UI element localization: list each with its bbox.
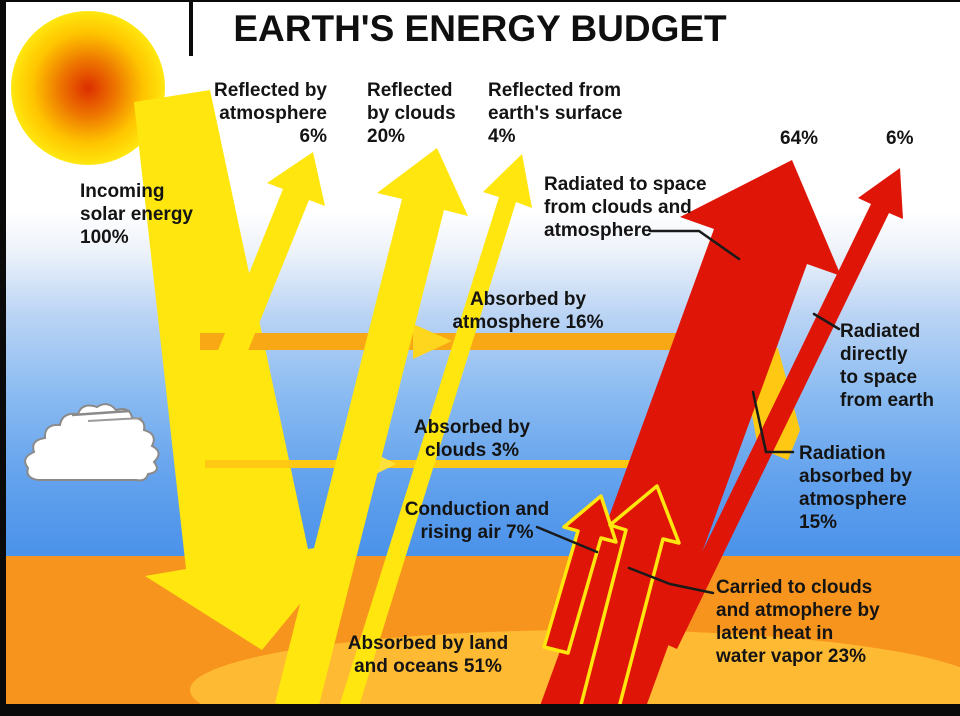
cloud-anvil-streak bbox=[71, 409, 131, 417]
label-line: latent heat in bbox=[716, 623, 834, 644]
label-line: atmosphere bbox=[544, 220, 652, 241]
label-line: 6% bbox=[886, 128, 914, 149]
label-latent-heat: Carried to clouds and atmophere by laten… bbox=[716, 576, 880, 668]
label-line: 64% bbox=[780, 128, 819, 149]
label-line: from earth bbox=[840, 390, 934, 411]
label-line: 15% bbox=[799, 512, 838, 533]
label-line: Incoming bbox=[80, 181, 165, 202]
label-line: Radiated bbox=[840, 321, 921, 342]
label-line: Radiated to space bbox=[544, 174, 707, 195]
label-line: solar energy bbox=[80, 204, 193, 225]
label-line: and atmophere by bbox=[716, 600, 880, 621]
label-line: atmosphere bbox=[799, 489, 907, 510]
label-line: water vapor 23% bbox=[716, 646, 866, 667]
frame-top-border bbox=[0, 0, 960, 2]
reflected-clouds-arrow bbox=[275, 148, 468, 713]
label-reflected-by-clouds: Reflected by clouds 20% bbox=[367, 79, 456, 148]
label-line: atmosphere bbox=[219, 103, 327, 124]
label-conduction: Conduction and rising air 7% bbox=[377, 498, 577, 544]
radiated-direct-arrow bbox=[659, 168, 903, 649]
reflected-atmosphere-arrow bbox=[217, 152, 325, 363]
label-line: Reflected bbox=[367, 80, 453, 101]
pointer-radiated-space bbox=[648, 229, 741, 261]
label-line: Carried to clouds bbox=[716, 577, 873, 598]
latent-heat-arrow bbox=[578, 484, 681, 716]
label-absorbed-by-clouds: Absorbed by clouds 3% bbox=[372, 416, 572, 462]
conduction-arrow bbox=[542, 494, 618, 655]
frame-left-border bbox=[0, 0, 6, 716]
label-line: earth's surface bbox=[488, 103, 623, 124]
absorbed-atmosphere-arrowhead bbox=[413, 324, 452, 359]
label-reflected-from-surface: Reflected from earth's surface 4% bbox=[488, 79, 622, 148]
label-radiated-directly: Radiated directly to space from earth bbox=[840, 320, 934, 412]
incoming-solar-arrow bbox=[134, 90, 350, 650]
page-title: EARTH'S ENERGY BUDGET bbox=[233, 8, 727, 49]
label-absorbed-by-land: Absorbed by land and oceans 51% bbox=[298, 632, 558, 678]
label-6-percent: 6% bbox=[886, 127, 934, 150]
label-line: 100% bbox=[80, 227, 129, 248]
label-radiation-absorbed: Radiation absorbed by atmosphere 15% bbox=[799, 442, 912, 534]
label-line: clouds 3% bbox=[425, 440, 519, 461]
cloud-anvil-streak bbox=[87, 417, 143, 422]
label-absorbed-by-atmosphere: Absorbed by atmosphere 16% bbox=[408, 288, 648, 334]
pointer-radiated-direct bbox=[812, 312, 841, 331]
label-64-percent: 64% bbox=[780, 127, 840, 150]
label-line: Absorbed by bbox=[413, 417, 531, 438]
label-line: Absorbed by land bbox=[347, 633, 509, 654]
label-line: from clouds and bbox=[544, 197, 692, 218]
cloud-icon bbox=[24, 403, 160, 482]
label-line: 4% bbox=[488, 126, 516, 147]
label-line: Conduction and bbox=[404, 499, 550, 520]
slide-artifact-line bbox=[189, 0, 193, 56]
sun-icon bbox=[11, 11, 165, 165]
pointer-conduction bbox=[535, 525, 599, 554]
label-line: Radiation bbox=[799, 443, 886, 464]
label-line: directly bbox=[840, 344, 908, 365]
label-line: Absorbed by bbox=[469, 289, 587, 310]
label-line: absorbed by bbox=[799, 466, 912, 487]
label-line: Reflected from bbox=[488, 80, 622, 101]
pointer-carried bbox=[627, 566, 715, 595]
reflected-surface-arrow bbox=[337, 154, 532, 716]
pointer-radiation-absorbed bbox=[751, 390, 795, 454]
label-line: Reflected by bbox=[214, 80, 327, 101]
label-reflected-by-atmosphere: Reflected by atmosphere 6% bbox=[185, 79, 327, 148]
absorbed-clouds-arrow bbox=[205, 460, 720, 468]
label-radiated-to-space: Radiated to space from clouds and atmosp… bbox=[544, 173, 707, 242]
label-line: 20% bbox=[367, 126, 406, 147]
label-line: rising air 7% bbox=[420, 522, 534, 543]
frame-bottom-border bbox=[0, 704, 960, 716]
label-line: to space bbox=[840, 367, 918, 388]
label-incoming-solar: Incoming solar energy 100% bbox=[80, 180, 193, 249]
label-line: by clouds bbox=[367, 103, 456, 124]
label-line: atmosphere 16% bbox=[452, 312, 604, 333]
label-line: and oceans 51% bbox=[354, 656, 502, 677]
label-line: 6% bbox=[299, 126, 327, 147]
